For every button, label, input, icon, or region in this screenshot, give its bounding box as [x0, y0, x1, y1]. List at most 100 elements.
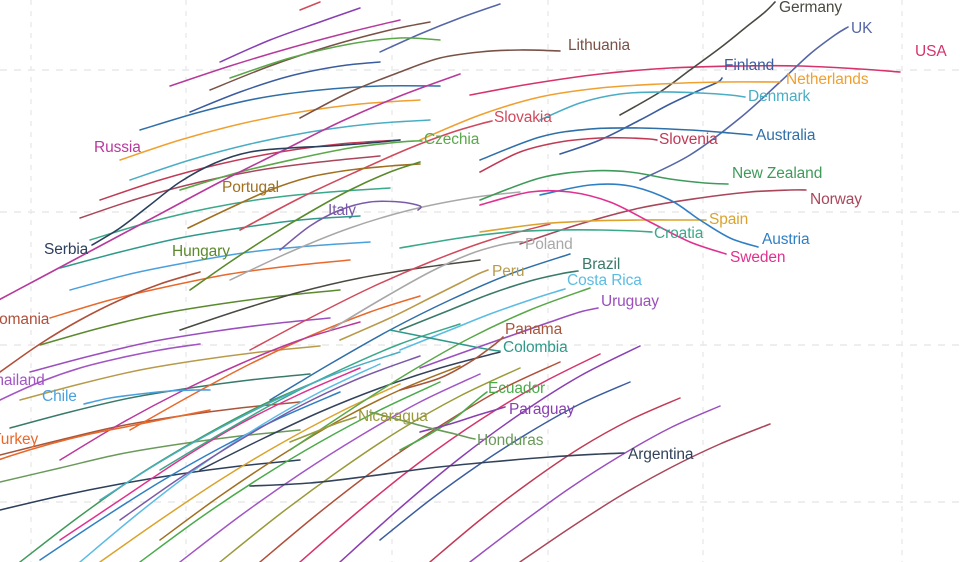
series-label-colombia[interactable]: Colombia — [503, 339, 568, 356]
series-line-poland[interactable] — [329, 240, 524, 331]
series-label-germany[interactable]: Germany — [779, 0, 843, 16]
series-line-romania[interactable] — [0, 271, 201, 400]
background-line — [219, 7, 361, 63]
series-line-brazil[interactable] — [399, 270, 579, 331]
series-label-turkey[interactable]: Turkey — [0, 431, 39, 448]
vertical-gridlines — [30, 0, 903, 562]
series-line-uruguay[interactable] — [419, 307, 599, 369]
series-line-russia[interactable] — [0, 73, 461, 310]
series-label-panama[interactable]: Panama — [505, 321, 563, 338]
series-label-italy[interactable]: Italy — [328, 202, 356, 219]
series-line-new-zealand[interactable] — [479, 169, 729, 201]
series-label-sweden[interactable]: Sweden — [730, 249, 786, 266]
background-line — [69, 241, 371, 291]
background-line — [49, 259, 351, 319]
background-line — [229, 191, 521, 281]
series-label-serbia[interactable]: Serbia — [44, 241, 89, 258]
series-label-peru[interactable]: Peru — [492, 263, 525, 280]
background-series-lines — [0, 1, 771, 562]
series-label-thailand[interactable]: Thailand — [0, 372, 45, 389]
background-line — [119, 99, 421, 161]
background-line — [99, 383, 401, 562]
series-line-ecuador[interactable] — [399, 391, 488, 451]
series-label-chile[interactable]: Chile — [42, 388, 77, 405]
series-line-norway[interactable] — [519, 189, 807, 245]
series-line-serbia[interactable] — [91, 139, 401, 246]
series-line-austria[interactable] — [539, 183, 759, 248]
series-label-finland[interactable]: Finland — [724, 57, 775, 74]
background-line — [339, 345, 641, 562]
background-line — [19, 345, 321, 401]
series-label-norway[interactable]: Norway — [810, 191, 862, 208]
background-line — [429, 397, 681, 562]
series-label-romania[interactable]: Romania — [0, 311, 50, 328]
series-label-slovenia[interactable]: Slovenia — [659, 131, 718, 148]
background-line — [0, 459, 301, 511]
series-label-brazil[interactable]: Brazil — [582, 256, 621, 273]
horizontal-gridlines — [0, 69, 960, 503]
series-label-uruguay[interactable]: Uruguay — [601, 293, 659, 310]
background-line — [209, 21, 431, 91]
background-line — [469, 405, 721, 562]
series-label-nicaragua[interactable]: Nicaragua — [358, 408, 428, 425]
series-label-paraguay[interactable]: Paraguay — [509, 401, 575, 418]
series-label-austria[interactable]: Austria — [762, 231, 810, 248]
series-label-slovakia[interactable]: Slovakia — [494, 109, 552, 126]
series-line-paraguay[interactable] — [419, 406, 506, 433]
series-label-poland[interactable]: Poland — [525, 236, 573, 253]
background-line — [199, 351, 501, 471]
series-label-spain[interactable]: Spain — [709, 211, 749, 228]
series-label-usa[interactable]: USA — [915, 43, 947, 60]
background-line — [0, 429, 301, 483]
series-line-spain[interactable] — [479, 219, 707, 233]
series-label-hungary[interactable]: Hungary — [172, 243, 230, 260]
series-line-peru[interactable] — [339, 269, 489, 341]
background-line — [39, 391, 341, 561]
series-label-portugal[interactable]: Portugal — [222, 179, 279, 196]
series-label-honduras[interactable]: Honduras — [477, 432, 544, 449]
series-line-thailand[interactable] — [0, 343, 201, 420]
series-line-usa[interactable] — [469, 64, 901, 96]
series-label-uk[interactable]: UK — [851, 20, 873, 37]
series-label-denmark[interactable]: Denmark — [748, 88, 811, 105]
series-line-nicaragua[interactable] — [289, 416, 357, 443]
series-label-ecuador[interactable]: Ecuador — [488, 380, 546, 397]
series-line-colombia[interactable] — [389, 329, 501, 352]
series-line-portugal[interactable] — [187, 163, 421, 229]
series-label-lithuania[interactable]: Lithuania — [568, 37, 631, 54]
series-line-lithuania[interactable] — [299, 49, 561, 119]
series-label-australia[interactable]: Australia — [756, 127, 816, 144]
series-label-czechia[interactable]: Czechia — [424, 131, 480, 148]
background-line — [59, 215, 361, 269]
series-line-argentina[interactable] — [249, 452, 625, 487]
background-line — [59, 321, 361, 461]
series-line-costa-rica[interactable] — [399, 288, 566, 351]
series-label-croatia[interactable]: Croatia — [654, 225, 704, 242]
series-label-costa-rica[interactable]: Costa Rica — [567, 272, 642, 289]
background-line — [119, 355, 421, 521]
series-line-slovakia[interactable] — [239, 120, 493, 231]
series-label-new-zealand[interactable]: New Zealand — [732, 165, 823, 182]
series-line-slovenia[interactable] — [479, 136, 658, 173]
series-label-russia[interactable]: Russia — [94, 139, 141, 156]
background-line — [289, 287, 591, 451]
background-line — [249, 223, 551, 351]
series-line-sweden[interactable] — [479, 189, 727, 255]
background-line — [0, 401, 301, 456]
series-lines — [0, 1, 901, 487]
series-line-denmark[interactable] — [539, 91, 746, 121]
series-line-italy[interactable] — [279, 200, 422, 251]
background-line — [229, 37, 441, 79]
series-line-chile[interactable] — [83, 389, 211, 405]
series-line-australia[interactable] — [479, 127, 753, 161]
series-line-netherlands[interactable] — [419, 81, 781, 141]
background-line — [99, 351, 401, 501]
series-label-argentina[interactable]: Argentina — [628, 446, 694, 463]
series-label-netherlands[interactable]: Netherlands — [786, 71, 869, 88]
series-line-panama[interactable] — [399, 336, 504, 391]
series-line-honduras[interactable] — [369, 411, 476, 440]
series-line-hungary[interactable] — [189, 161, 421, 291]
series-line-turkey[interactable] — [0, 409, 211, 470]
series-line-croatia[interactable] — [399, 229, 653, 249]
